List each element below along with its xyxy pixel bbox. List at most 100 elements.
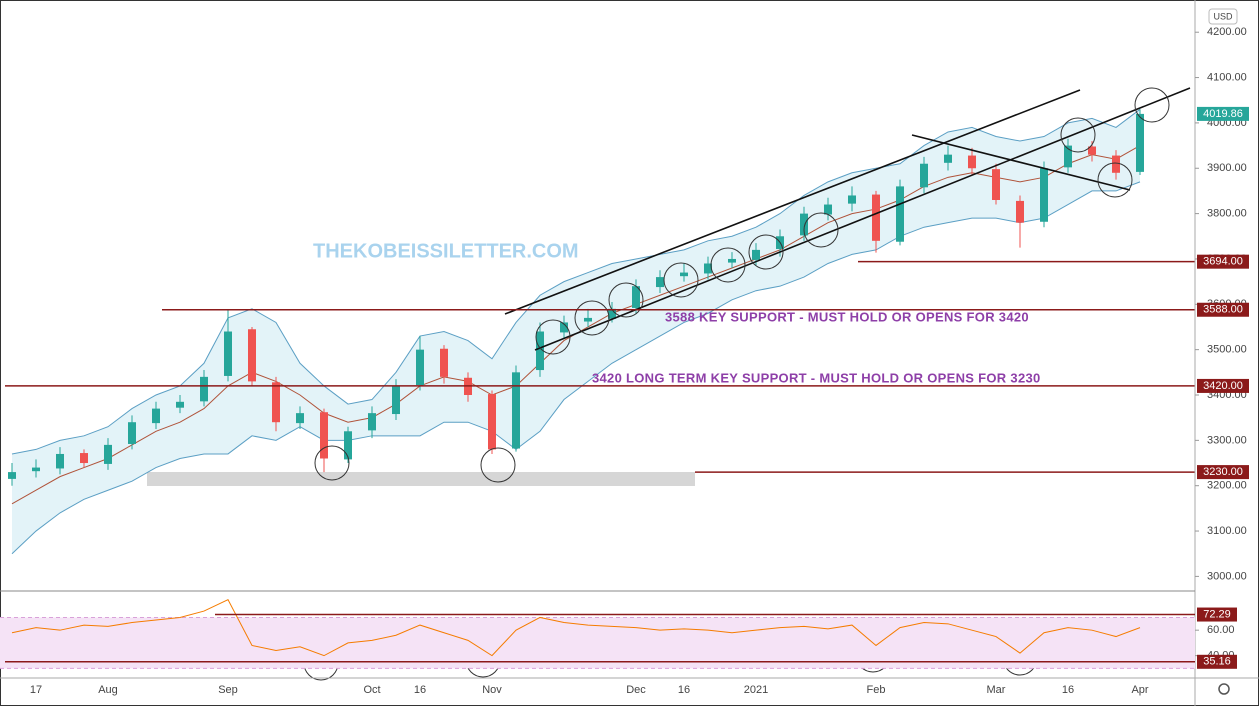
candle-body <box>128 422 136 444</box>
trend-line <box>534 87 1191 351</box>
candle-body <box>656 277 664 288</box>
candle-body <box>416 349 424 386</box>
y-tick-label: 4200.00 <box>1207 26 1247 38</box>
x-tick-label: Nov <box>482 684 502 696</box>
candle-body <box>680 272 688 277</box>
level-label-box <box>1197 254 1249 269</box>
highlight-circle <box>748 234 784 270</box>
candle-body <box>704 263 712 274</box>
candle-body <box>344 431 352 460</box>
x-tick-label: Feb <box>867 684 886 696</box>
level-label: 3230.00 <box>1203 466 1243 478</box>
trend-line <box>504 89 1081 315</box>
candle-body <box>224 331 232 376</box>
candle-body <box>920 163 928 188</box>
candle-body <box>632 286 640 308</box>
y-tick-label: 4100.00 <box>1207 71 1247 83</box>
highlight-circle <box>710 247 746 283</box>
candle-body <box>752 249 760 260</box>
rsi-level-box <box>1197 607 1237 622</box>
x-tick-label: 16 <box>414 684 426 696</box>
candle-body <box>104 444 112 464</box>
x-tick-label: 17 <box>30 684 42 696</box>
candle-body <box>1136 113 1144 172</box>
candle-body <box>800 213 808 236</box>
candle-body <box>176 401 184 408</box>
x-tick-label: 16 <box>1062 684 1074 696</box>
rsi-band <box>0 617 1195 669</box>
rsi-y-tick-label: 60.00 <box>1207 624 1235 636</box>
settings-icon[interactable] <box>1218 683 1230 695</box>
candle-body <box>1088 146 1096 155</box>
candle-body <box>896 186 904 242</box>
x-tick-label: 2021 <box>744 684 768 696</box>
rsi-level-box <box>1197 654 1237 669</box>
highlight-circle <box>663 262 699 298</box>
watermark: THEKOBEISSILETTER.COM <box>313 240 579 262</box>
level-label-box <box>1197 378 1249 393</box>
candle-body <box>1040 168 1048 222</box>
candle-body <box>320 412 328 459</box>
level-label-box <box>1197 465 1249 480</box>
band-upper <box>11 108 1141 455</box>
support-zone <box>147 472 695 486</box>
candle-body <box>872 194 880 241</box>
rsi-level-label: 72.29 <box>1203 608 1231 620</box>
y-tick-label: 3900.00 <box>1207 162 1247 174</box>
y-tick-label: 3100.00 <box>1207 525 1247 537</box>
highlight-circle <box>535 319 571 355</box>
candle-body <box>272 382 280 423</box>
x-tick-label: Dec <box>626 684 646 696</box>
highlight-circle <box>1134 87 1170 123</box>
candle-body <box>848 195 856 204</box>
last-price-box <box>1197 106 1249 121</box>
highlight-circle <box>608 282 644 318</box>
rsi-line <box>11 598 1141 657</box>
candle-body <box>944 154 952 163</box>
candle-body <box>392 385 400 415</box>
candle-body <box>536 331 544 371</box>
x-tick-label: Aug <box>98 684 118 696</box>
candle-body <box>608 308 616 319</box>
candle-body <box>440 348 448 377</box>
rsi-level-label: 35.16 <box>1203 656 1231 668</box>
x-tick-label: Mar <box>987 684 1006 696</box>
y-tick-label: 3300.00 <box>1207 434 1247 446</box>
highlight-circle <box>480 447 516 483</box>
y-tick-label: 3000.00 <box>1207 570 1247 582</box>
x-tick-label: Oct <box>363 684 380 696</box>
highlight-circle <box>314 445 350 481</box>
candle-body <box>584 317 592 322</box>
candle-body <box>1064 145 1072 168</box>
level-label: 3420.00 <box>1203 380 1243 392</box>
y-tick-label: 3500.00 <box>1207 344 1247 356</box>
candle-body <box>1112 155 1120 173</box>
candle-body <box>728 258 736 263</box>
candle-body <box>296 413 304 424</box>
currency: USD <box>1213 11 1233 21</box>
candle-body <box>368 413 376 431</box>
highlight-circle <box>574 300 610 336</box>
x-tick-label: 16 <box>678 684 690 696</box>
candle-body <box>968 155 976 169</box>
candle-body <box>560 322 568 333</box>
level-label-box <box>1197 302 1249 317</box>
highlight-circle <box>1060 117 1096 153</box>
candle-body <box>512 372 520 449</box>
candle-body <box>32 467 40 472</box>
y-tick-label: 3200.00 <box>1207 480 1247 492</box>
candle-body <box>56 453 64 469</box>
candle-body <box>1016 200 1024 223</box>
highlight-circle <box>1097 162 1133 198</box>
highlight-circle <box>803 212 839 248</box>
y-tick-label: 3800.00 <box>1207 208 1247 220</box>
candle-body <box>200 376 208 402</box>
last-price-label: 4019.86 <box>1203 108 1243 120</box>
candle-body <box>992 169 1000 200</box>
candle-body <box>80 453 88 464</box>
candle-body <box>824 204 832 215</box>
band-lower <box>11 181 1141 555</box>
x-tick-label: Apr <box>1131 684 1148 696</box>
currency-box <box>1208 8 1238 25</box>
